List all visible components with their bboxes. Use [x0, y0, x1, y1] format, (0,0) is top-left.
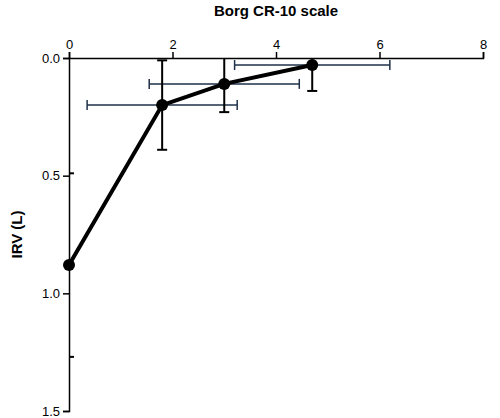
y-tick-label: 1.5 [42, 404, 60, 418]
x-error-cap [86, 100, 88, 110]
y-axis: 0.0 0.5 1.0 1.5 [42, 51, 70, 418]
y-tick: 1.0 [42, 286, 69, 301]
point [156, 99, 168, 111]
x-tick-label: 0 [66, 37, 73, 52]
x-axis-line [70, 52, 484, 59]
points [63, 59, 318, 271]
x-axis: 0 2 4 6 8 [66, 37, 487, 59]
point [63, 259, 75, 271]
y-error-bar [307, 58, 317, 91]
y-error-bar [219, 58, 229, 112]
x-tick: 4 [273, 37, 280, 58]
y-error-cap [69, 356, 74, 358]
x-error-cap [299, 79, 301, 89]
x-tick: 6 [376, 37, 383, 58]
x-error-cap [236, 100, 238, 110]
y-error-cap [69, 172, 74, 174]
x-tick-mark [69, 52, 71, 58]
point [306, 59, 318, 71]
y-error-cap [157, 149, 167, 151]
y-tick-label: 1.0 [42, 286, 60, 301]
x-error-bar [87, 100, 237, 110]
point [218, 78, 230, 90]
y-tick-label: 0.0 [42, 51, 60, 66]
x-tick-mark [172, 52, 174, 58]
x-error-cap [389, 60, 391, 70]
x-tick: 0 [66, 37, 73, 58]
y-tick: 1.5 [42, 404, 69, 418]
chart: 0 2 4 6 8 0.0 0.5 1.0 1.5 Borg CR-10 scale IRV (L) [0, 0, 500, 418]
data-layer [69, 58, 390, 357]
x-tick-mark [483, 52, 485, 58]
x-error-cap [234, 60, 236, 70]
y-tick-mark [63, 58, 69, 60]
x-tick: 2 [169, 37, 176, 58]
x-axis-title: Borg CR-10 scale [214, 2, 338, 19]
x-tick-mark [276, 52, 278, 58]
y-tick-label: 0.5 [42, 168, 60, 183]
x-tick-label: 6 [376, 37, 383, 52]
y-axis-line [63, 59, 70, 412]
y-error-cap [219, 111, 229, 113]
x-tick: 8 [480, 37, 487, 58]
y-error-bar [157, 60, 167, 149]
y-tick: 0.0 [42, 51, 69, 66]
x-tick-label: 2 [169, 37, 176, 52]
x-error-bar [235, 60, 390, 70]
y-tick: 0.5 [42, 168, 69, 183]
y-error-cap [307, 90, 317, 92]
y-tick-mark [63, 411, 69, 413]
plot: 0 2 4 6 8 0.0 0.5 1.0 1.5 [42, 37, 487, 418]
x-tick-label: 4 [273, 37, 280, 52]
y-error-cap [157, 59, 167, 61]
series-line [69, 65, 312, 265]
y-error-bar [69, 173, 74, 357]
x-tick-label: 8 [480, 37, 487, 52]
y-tick-mark [63, 293, 69, 295]
x-tick-mark [379, 52, 381, 58]
x-error-bar [149, 79, 299, 89]
x-error-cap [148, 79, 150, 89]
y-tick-mark [63, 175, 69, 177]
y-axis-title: IRV (L) [8, 210, 25, 258]
